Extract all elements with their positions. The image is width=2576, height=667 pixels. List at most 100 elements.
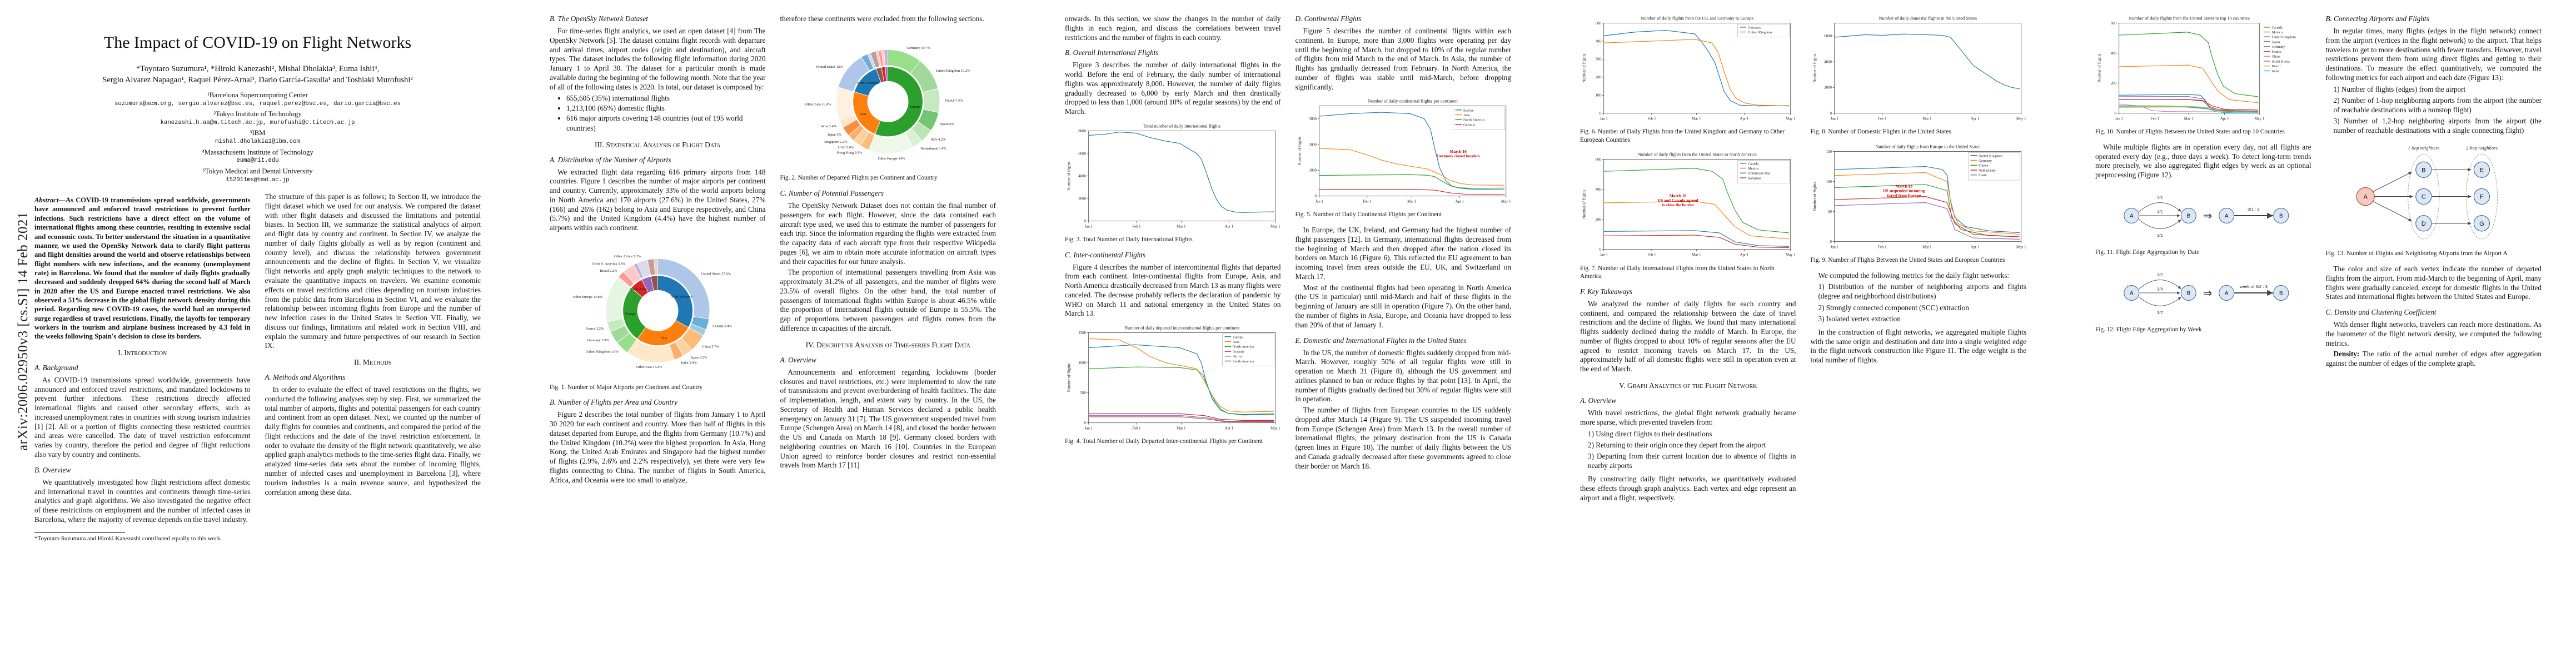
subsection-key-takeaways: F. Key Takeaways [1580,287,1633,296]
svg-text:Brazil 2.2%: Brazil 2.2% [600,269,617,273]
svg-text:Jan 1: Jan 1 [1085,225,1093,228]
svg-text:Hong Kong 2.9%: Hong Kong 2.9% [837,151,863,155]
svg-text:Number of daily flights from t: Number of daily flights from the United … [2129,16,2250,21]
fig12-edge-label-2: 3/4 [2158,287,2164,292]
svg-text:Netherlands 3.4%: Netherlands 3.4% [920,147,946,151]
subsection-ts-overview: A. Overview [780,355,816,364]
svg-text:South America: South America [630,287,651,291]
svg-text:150: 150 [1826,150,1832,154]
svg-text:Jan 1: Jan 1 [1600,253,1608,257]
fig11-node-a-label: A [2130,213,2134,219]
fig11-agg-node-a-label: A [2225,213,2229,219]
svg-text:1500: 1500 [1078,331,1086,335]
svg-text:Asia: Asia [660,336,667,340]
paragraph-us-1: In the US, the number of domestic flight… [1295,348,1512,404]
svg-text:Apr 1: Apr 1 [1225,225,1234,228]
svg-text:Feb 1: Feb 1 [2151,117,2159,121]
fig4-line-chart: 0 500 1000 1500 Jan 1 Feb 1 Mar 1 Apr 1 May 1 Num… [1065,324,1281,435]
affiliation-3: ³IBM [250,129,266,137]
svg-text:France 7.5%: France 7.5% [945,98,963,102]
figure-11: A B 3/1 3/1 3/1 ⇒ A B 3/1 : 3 Fig. 11. F… [2095,186,2311,257]
fig8-caption: Fig. 8. Number of Domestic Flights in th… [1810,128,1951,136]
fig7-line-chart: 0 200 400 600 Jan 1 Feb 1 Mar 1 Apr 1 May 1 Numbe… [1580,151,1796,261]
footnote-text: *Toyotaro Suzumura and Hiroki Kanezashi … [34,535,222,542]
network-metric-1: Distribution of the number of neighborin… [1818,282,2026,301]
svg-text:Mar 1: Mar 1 [1922,117,1931,121]
paragraph-fig4: Figure 4 describes the number of interco… [1065,262,1281,318]
fig3-line-chart: 0 2000 4000 6000 8000 Jan 1 Feb 1 Mar 1 Apr 1 May… [1065,122,1281,233]
svg-text:Japan 3%: Japan 3% [828,133,842,137]
svg-text:North America: North America [671,295,692,299]
svg-text:0: 0 [1599,112,1601,116]
svg-text:0: 0 [1084,220,1086,223]
svg-text:India 2.4%: India 2.4% [821,125,837,128]
paragraph-weekly-aggregation: While multiple flights are in operation … [2095,142,2311,180]
subsection-overall-international: B. Overall International Flights [1065,48,1159,57]
fig2-donut-chart: Germany 10.7% United Kingdom 10.2% France … [786,29,989,172]
svg-text:Other Europe 14%: Other Europe 14% [878,157,905,161]
svg-text:Europe: Europe [625,312,635,316]
fig11-agg-node-b-label: B [2279,213,2283,219]
fig11-edge-label-3: 3/1 [2158,233,2164,238]
emails-3: mishal.dholakia1@ibm.com [215,138,300,146]
svg-text:Number of daily continental fl: Number of daily continental flights per … [1367,99,1457,104]
fig13-node-e-label: E [2480,167,2484,174]
svg-text:Number of daily domestic fligh: Number of daily domestic flights in the … [1879,16,1976,21]
svg-text:2000: 2000 [1078,197,1086,201]
svg-text:China: China [2272,55,2280,59]
svg-text:Europe: Europe [1463,109,1474,113]
svg-text:0: 0 [2114,112,2116,116]
svg-text:Number of flights: Number of flights [2097,53,2102,82]
svg-text:Spain 6%: Spain 6% [940,122,955,126]
fig6-line-chart: 0 100 200 300 400 500 Jan 1 Feb 1 Mar 1 Apr 1 May … [1580,14,1796,125]
svg-text:United Kingdom: United Kingdom [1979,154,2002,158]
fig12-edge-label-3: 3/7 [2158,310,2164,315]
svg-text:Number of flights: Number of flights [1067,161,1072,190]
subsection-graph-overview: A. Overview [1580,396,1617,405]
svg-text:travel from Europe: travel from Europe [1887,193,1921,198]
column-2: The structure of this paper is as follow… [265,192,481,542]
airport-metrics-list: Number of flights (edges) from the airpo… [2334,84,2542,136]
svg-text:Number of daily flights from t: Number of daily flights from the United … [1638,152,1757,157]
svg-text:Mar 1: Mar 1 [1177,225,1185,228]
figure-9: 0 50 100 150 Jan 1 Feb 1 Mar 1 Apr 1 May 1 Number… [1811,143,2027,265]
figure-12: A B 3/2 3/4 3/7 ⇒ A B week of 3/2 : 3 Fi… [2095,263,2311,334]
svg-text:Mar 1: Mar 1 [1692,117,1701,121]
svg-text:300: 300 [1596,58,1602,62]
svg-text:Number of flights: Number of flights [1067,364,1072,392]
column-6: D. Continental Flights Figure 5 describe… [1296,14,1512,473]
page-1: arXiv:2006.02950v3 [cs.SI] 14 Feb 2021 T… [0,0,515,667]
svg-text:1000: 1000 [1309,169,1317,173]
paragraph-passengers-1: The OpenSky Network Dataset does not con… [780,201,996,266]
svg-text:Asia: Asia [1233,340,1239,344]
svg-text:Jan 1: Jan 1 [1315,200,1323,204]
svg-text:Number of flights: Number of flights [1582,53,1587,82]
svg-text:500: 500 [1080,391,1087,395]
paragraph-structure: The structure of this paper is as follow… [265,192,481,350]
subsection-opensky-dataset: B. The OpenSky Network Dataset [550,14,648,23]
svg-text:200: 200 [2111,82,2117,86]
svg-text:Oceania: Oceania [1233,350,1244,354]
paragraph-us-2: The number of flights from European coun… [1295,406,1512,470]
abstract-label: Abstract— [34,196,66,205]
bullet-domestic-flights: 1,213,100 (65%) domestic flights [566,103,766,113]
svg-text:Total number of daily internat: Total number of daily international flig… [1144,124,1221,129]
svg-text:Apr 1: Apr 1 [1740,253,1749,257]
svg-text:Europe: Europe [1233,336,1243,340]
subsection-methods-algorithms: A. Methods and Algorithms [265,373,346,382]
section-introduction: I. Introduction [118,348,167,357]
paragraph-density-item: Density: The ratio of the actual number … [2326,350,2542,369]
authors-line-2: Sergio Alvarez Napagao¹, Raquel Pérez-Ar… [102,76,413,85]
paragraph-flights-per-area: Figure 2 describes the total number of f… [550,410,766,484]
svg-text:Singapore 2.2%: Singapore 2.2% [824,140,848,144]
paragraph-overview: We quantitatively investigated how fligh… [34,477,251,524]
svg-text:Italy 4.2%: Italy 4.2% [931,137,946,141]
network-metric-2: Strongly connected component (SCC) extra… [1826,303,1969,312]
svg-text:Mar 1: Mar 1 [1177,427,1185,431]
footnote-rule [34,532,126,533]
svg-text:India 2.9%: India 2.9% [681,361,697,365]
fig4-caption: Fig. 4. Total Number of Daily Departed I… [1065,438,1263,445]
column-7: 0 100 200 300 400 500 Jan 1 Feb 1 Mar 1 Apr 1 May … [1580,14,1796,504]
svg-text:0: 0 [1830,240,1832,244]
svg-text:Feb 1: Feb 1 [1878,245,1886,249]
